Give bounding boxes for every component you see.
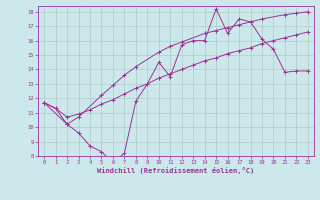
X-axis label: Windchill (Refroidissement éolien,°C): Windchill (Refroidissement éolien,°C) [97,167,255,174]
